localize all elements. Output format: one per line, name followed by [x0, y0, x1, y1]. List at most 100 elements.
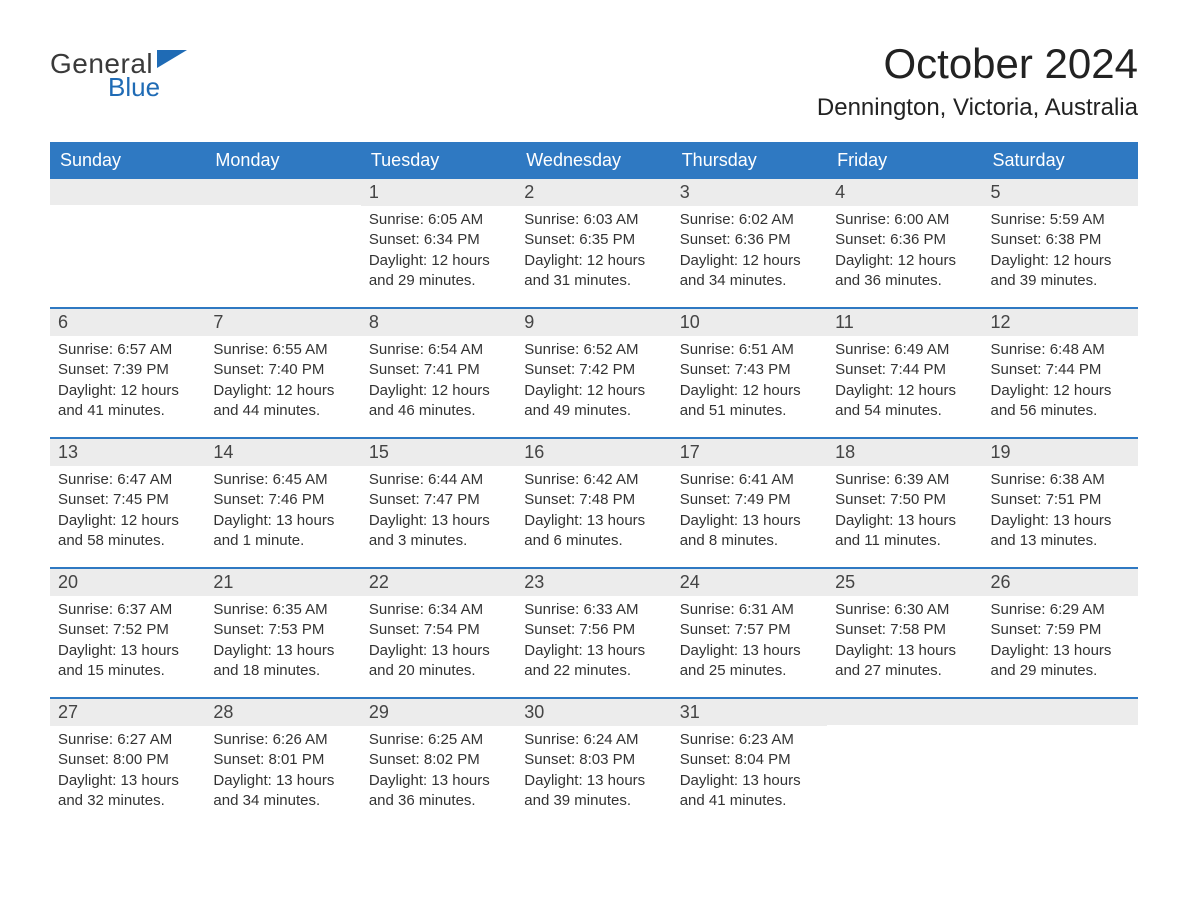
calendar-day: 18Sunrise: 6:39 AMSunset: 7:50 PMDayligh… — [827, 439, 982, 567]
sunrise-text: Sunrise: 6:51 AM — [680, 340, 819, 360]
day-number: 5 — [983, 179, 1138, 206]
day-details: Sunrise: 6:33 AMSunset: 7:56 PMDaylight:… — [516, 596, 671, 691]
sunrise-text: Sunrise: 6:42 AM — [524, 470, 663, 490]
daylight-text-1: Daylight: 13 hours — [524, 511, 663, 531]
sunrise-text: Sunrise: 6:37 AM — [58, 600, 197, 620]
flag-icon — [157, 50, 187, 72]
sunrise-text: Sunrise: 6:25 AM — [369, 730, 508, 750]
day-number — [983, 699, 1138, 725]
calendar-week: 6Sunrise: 6:57 AMSunset: 7:39 PMDaylight… — [50, 307, 1138, 437]
daylight-text-2: and 39 minutes. — [991, 271, 1130, 291]
calendar-day: 14Sunrise: 6:45 AMSunset: 7:46 PMDayligh… — [205, 439, 360, 567]
daylight-text-2: and 56 minutes. — [991, 401, 1130, 421]
daylight-text-1: Daylight: 12 hours — [991, 251, 1130, 271]
day-details: Sunrise: 6:03 AMSunset: 6:35 PMDaylight:… — [516, 206, 671, 301]
sunset-text: Sunset: 8:02 PM — [369, 750, 508, 770]
sunrise-text: Sunrise: 6:55 AM — [213, 340, 352, 360]
day-number: 28 — [205, 699, 360, 726]
sunset-text: Sunset: 7:53 PM — [213, 620, 352, 640]
sunset-text: Sunset: 7:43 PM — [680, 360, 819, 380]
sunrise-text: Sunrise: 6:49 AM — [835, 340, 974, 360]
calendar-day: 16Sunrise: 6:42 AMSunset: 7:48 PMDayligh… — [516, 439, 671, 567]
calendar-day: 11Sunrise: 6:49 AMSunset: 7:44 PMDayligh… — [827, 309, 982, 437]
calendar-day: 9Sunrise: 6:52 AMSunset: 7:42 PMDaylight… — [516, 309, 671, 437]
day-details: Sunrise: 6:29 AMSunset: 7:59 PMDaylight:… — [983, 596, 1138, 691]
calendar-day — [983, 699, 1138, 827]
daylight-text-2: and 20 minutes. — [369, 661, 508, 681]
daylight-text-2: and 46 minutes. — [369, 401, 508, 421]
daylight-text-1: Daylight: 13 hours — [991, 511, 1130, 531]
day-details: Sunrise: 6:42 AMSunset: 7:48 PMDaylight:… — [516, 466, 671, 561]
sunset-text: Sunset: 7:56 PM — [524, 620, 663, 640]
sunrise-text: Sunrise: 6:33 AM — [524, 600, 663, 620]
daylight-text-1: Daylight: 13 hours — [58, 641, 197, 661]
sunset-text: Sunset: 7:39 PM — [58, 360, 197, 380]
day-number: 31 — [672, 699, 827, 726]
calendar-day: 12Sunrise: 6:48 AMSunset: 7:44 PMDayligh… — [983, 309, 1138, 437]
day-details: Sunrise: 6:00 AMSunset: 6:36 PMDaylight:… — [827, 206, 982, 301]
sunrise-text: Sunrise: 6:24 AM — [524, 730, 663, 750]
day-details: Sunrise: 6:31 AMSunset: 7:57 PMDaylight:… — [672, 596, 827, 691]
calendar-day: 2Sunrise: 6:03 AMSunset: 6:35 PMDaylight… — [516, 179, 671, 307]
day-details — [50, 205, 205, 295]
calendar-day: 26Sunrise: 6:29 AMSunset: 7:59 PMDayligh… — [983, 569, 1138, 697]
sunrise-text: Sunrise: 6:48 AM — [991, 340, 1130, 360]
day-details: Sunrise: 6:05 AMSunset: 6:34 PMDaylight:… — [361, 206, 516, 301]
day-number: 2 — [516, 179, 671, 206]
day-of-week-header: Sunday Monday Tuesday Wednesday Thursday… — [50, 142, 1138, 179]
daylight-text-2: and 29 minutes. — [991, 661, 1130, 681]
calendar-day: 13Sunrise: 6:47 AMSunset: 7:45 PMDayligh… — [50, 439, 205, 567]
calendar-day: 3Sunrise: 6:02 AMSunset: 6:36 PMDaylight… — [672, 179, 827, 307]
day-details — [827, 725, 982, 815]
daylight-text-2: and 8 minutes. — [680, 531, 819, 551]
sunset-text: Sunset: 6:36 PM — [835, 230, 974, 250]
sunrise-text: Sunrise: 6:34 AM — [369, 600, 508, 620]
sunrise-text: Sunrise: 6:44 AM — [369, 470, 508, 490]
daylight-text-2: and 44 minutes. — [213, 401, 352, 421]
sunset-text: Sunset: 7:51 PM — [991, 490, 1130, 510]
calendar-day: 4Sunrise: 6:00 AMSunset: 6:36 PMDaylight… — [827, 179, 982, 307]
day-details: Sunrise: 5:59 AMSunset: 6:38 PMDaylight:… — [983, 206, 1138, 301]
daylight-text-1: Daylight: 13 hours — [680, 771, 819, 791]
calendar-day: 17Sunrise: 6:41 AMSunset: 7:49 PMDayligh… — [672, 439, 827, 567]
daylight-text-1: Daylight: 12 hours — [835, 251, 974, 271]
sunrise-text: Sunrise: 6:00 AM — [835, 210, 974, 230]
day-number: 1 — [361, 179, 516, 206]
calendar-day: 10Sunrise: 6:51 AMSunset: 7:43 PMDayligh… — [672, 309, 827, 437]
daylight-text-2: and 41 minutes. — [680, 791, 819, 811]
sunrise-text: Sunrise: 6:45 AM — [213, 470, 352, 490]
sunset-text: Sunset: 8:03 PM — [524, 750, 663, 770]
day-number: 10 — [672, 309, 827, 336]
sunrise-text: Sunrise: 5:59 AM — [991, 210, 1130, 230]
daylight-text-2: and 31 minutes. — [524, 271, 663, 291]
calendar-day: 30Sunrise: 6:24 AMSunset: 8:03 PMDayligh… — [516, 699, 671, 827]
daylight-text-2: and 41 minutes. — [58, 401, 197, 421]
day-details: Sunrise: 6:39 AMSunset: 7:50 PMDaylight:… — [827, 466, 982, 561]
page-subtitle: Dennington, Victoria, Australia — [817, 94, 1138, 122]
daylight-text-2: and 32 minutes. — [58, 791, 197, 811]
daylight-text-1: Daylight: 13 hours — [369, 641, 508, 661]
daylight-text-1: Daylight: 13 hours — [213, 641, 352, 661]
calendar-day: 28Sunrise: 6:26 AMSunset: 8:01 PMDayligh… — [205, 699, 360, 827]
sunrise-text: Sunrise: 6:30 AM — [835, 600, 974, 620]
daylight-text-2: and 34 minutes. — [680, 271, 819, 291]
calendar-day: 5Sunrise: 5:59 AMSunset: 6:38 PMDaylight… — [983, 179, 1138, 307]
sunrise-text: Sunrise: 6:29 AM — [991, 600, 1130, 620]
calendar-week: 27Sunrise: 6:27 AMSunset: 8:00 PMDayligh… — [50, 697, 1138, 827]
sunrise-text: Sunrise: 6:02 AM — [680, 210, 819, 230]
day-details: Sunrise: 6:49 AMSunset: 7:44 PMDaylight:… — [827, 336, 982, 431]
daylight-text-1: Daylight: 12 hours — [524, 251, 663, 271]
calendar-day: 20Sunrise: 6:37 AMSunset: 7:52 PMDayligh… — [50, 569, 205, 697]
calendar-week: 20Sunrise: 6:37 AMSunset: 7:52 PMDayligh… — [50, 567, 1138, 697]
sunset-text: Sunset: 7:48 PM — [524, 490, 663, 510]
day-details: Sunrise: 6:27 AMSunset: 8:00 PMDaylight:… — [50, 726, 205, 821]
sunset-text: Sunset: 8:04 PM — [680, 750, 819, 770]
sunset-text: Sunset: 7:44 PM — [991, 360, 1130, 380]
daylight-text-2: and 25 minutes. — [680, 661, 819, 681]
sunset-text: Sunset: 7:47 PM — [369, 490, 508, 510]
sunset-text: Sunset: 7:44 PM — [835, 360, 974, 380]
day-number: 3 — [672, 179, 827, 206]
daylight-text-1: Daylight: 13 hours — [58, 771, 197, 791]
day-number: 21 — [205, 569, 360, 596]
calendar-day: 22Sunrise: 6:34 AMSunset: 7:54 PMDayligh… — [361, 569, 516, 697]
